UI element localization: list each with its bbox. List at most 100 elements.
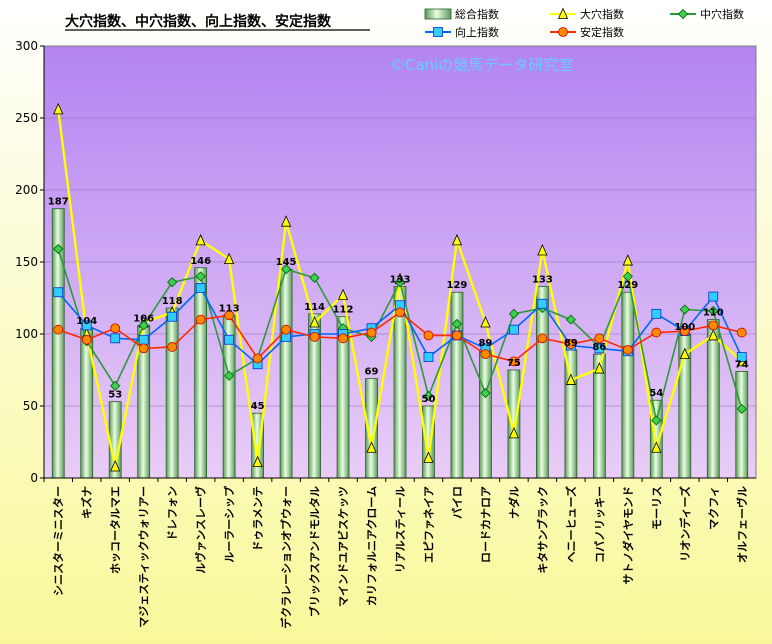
point-marker <box>138 320 149 331</box>
point-marker <box>138 343 149 354</box>
point-marker <box>651 308 662 319</box>
x-tick-label: コパノリッキー <box>593 486 606 563</box>
point-marker <box>195 271 206 282</box>
y-tick-label: 100 <box>15 327 38 341</box>
point-marker <box>679 304 690 315</box>
bar-value-label: 113 <box>219 303 240 314</box>
bar <box>507 369 521 479</box>
legend-label: 大穴指数 <box>580 7 624 21</box>
point-marker <box>651 415 662 426</box>
legend-item: 向上指数 <box>425 25 499 39</box>
x-tick-label: ルヴァンスレーヴ <box>194 486 208 574</box>
point-marker <box>708 328 719 341</box>
point-marker <box>451 233 463 246</box>
point-marker <box>53 287 64 298</box>
x-tick-label: エピファネイア <box>422 486 435 563</box>
point-marker <box>622 254 633 266</box>
x-tick-label: モーリス <box>650 486 663 530</box>
bar-series <box>51 208 749 479</box>
x-tick-label: ナダル <box>507 486 521 519</box>
bar-value-label: 89 <box>564 338 578 349</box>
point-marker <box>423 330 434 341</box>
point-marker <box>537 333 548 344</box>
bar-value-label: 133 <box>532 274 553 285</box>
bar <box>279 268 293 479</box>
bar-value-label: 118 <box>162 296 183 307</box>
point-marker <box>281 264 292 275</box>
y-tick-label: 250 <box>15 111 38 125</box>
legend-label: 中穴指数 <box>700 7 744 21</box>
x-tick-label: パイロ <box>451 486 464 519</box>
point-marker <box>508 308 519 319</box>
point-marker <box>679 347 690 360</box>
point-marker <box>565 373 576 385</box>
point-marker <box>509 324 519 335</box>
x-tick-label: マインドユアビスケッツ <box>336 486 350 607</box>
bar-value-label: 114 <box>304 302 325 313</box>
point-marker <box>224 334 235 345</box>
point-marker <box>394 277 406 288</box>
point-marker <box>366 441 377 453</box>
point-marker <box>53 324 64 335</box>
line-series-circle <box>53 307 747 367</box>
x-axis: シニスターミニスター キズナ ホッコータルマエ マジェスティックウォリアー ドレフォン ル… <box>43 477 756 629</box>
point-marker <box>338 333 348 344</box>
x-tick-label: ブリックスアンドモルタル <box>308 486 322 617</box>
point-marker <box>736 352 747 362</box>
point-marker <box>557 7 569 19</box>
bar-value-label: 74 <box>735 359 749 370</box>
point-marker <box>110 323 121 334</box>
point-marker <box>736 403 747 414</box>
y-axis: 0 50 100 150 200 250 300 <box>15 39 45 485</box>
watermark: ©Caniの競馬データ研究室 <box>390 56 573 74</box>
y-tick-label: 150 <box>15 255 38 269</box>
data-labels: 187 104 53 106 118 146 113 45 145 114 112 69 133 50 12… <box>48 197 749 412</box>
x-tick-label: ドゥラメンテ <box>252 486 265 552</box>
x-tick-label: リアルスティール <box>394 486 407 573</box>
point-marker <box>224 370 235 381</box>
point-marker <box>708 320 719 331</box>
bar-value-label: 129 <box>447 280 468 291</box>
point-marker <box>309 272 320 283</box>
x-tick-label: ロードカナロア <box>479 486 492 563</box>
point-marker <box>451 318 463 329</box>
x-tick-label: キタサンブラック <box>535 486 549 574</box>
point-marker <box>167 311 178 322</box>
legend-swatch <box>424 8 452 20</box>
bar-value-label: 110 <box>703 308 724 319</box>
point-marker <box>480 387 491 399</box>
point-marker <box>423 390 434 401</box>
point-marker <box>252 353 263 364</box>
bar-value-label: 50 <box>422 394 436 405</box>
legend-label: 総合指数 <box>455 7 499 21</box>
point-marker <box>195 233 206 246</box>
line-series-square <box>53 283 747 370</box>
point-marker <box>433 27 443 37</box>
point-marker <box>565 314 576 325</box>
bar <box>621 291 635 479</box>
bar-value-label: 45 <box>251 401 265 412</box>
x-tick-label: ドレフォン <box>166 486 179 541</box>
y-tick-label: 0 <box>30 471 38 485</box>
point-marker <box>594 333 605 344</box>
bar-value-label: 104 <box>76 316 97 327</box>
point-marker <box>224 252 235 265</box>
x-tick-label: ヘニーヒューズ <box>564 486 578 562</box>
x-tick-label: ルーラーシップ <box>222 485 236 563</box>
point-marker <box>81 334 92 345</box>
bar-value-label: 54 <box>649 388 663 399</box>
point-marker <box>423 451 434 463</box>
x-tick-label: ホッコータルマエ <box>109 486 122 574</box>
point-marker <box>167 277 178 288</box>
point-marker <box>651 441 662 453</box>
bar-value-label: 69 <box>365 367 379 378</box>
point-marker <box>708 291 719 302</box>
point-marker <box>537 244 548 256</box>
bar-value-label: 89 <box>478 338 492 349</box>
point-marker <box>309 316 320 328</box>
point-marker <box>677 8 689 20</box>
bar <box>479 349 492 479</box>
point-marker <box>366 327 377 338</box>
bar <box>564 349 578 479</box>
